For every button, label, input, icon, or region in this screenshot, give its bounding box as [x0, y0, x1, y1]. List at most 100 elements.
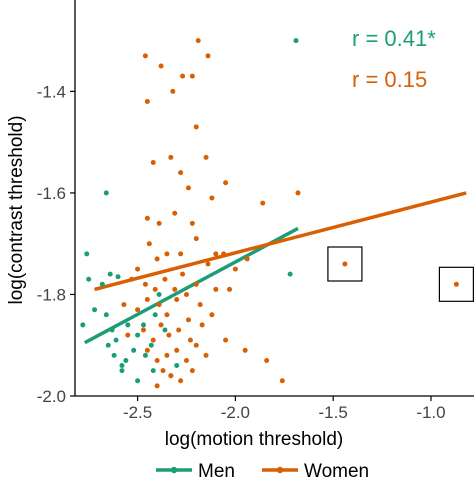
point-women: [178, 378, 184, 384]
point-women: [185, 185, 191, 191]
point-women: [160, 368, 166, 374]
point-women: [156, 220, 162, 226]
point-men: [152, 312, 158, 318]
point-women: [195, 38, 201, 44]
point-men: [150, 368, 156, 374]
point-women: [172, 210, 178, 216]
point-women: [168, 373, 174, 379]
x-tick-label: -1.5: [319, 403, 348, 422]
point-women: [205, 53, 211, 59]
point-men: [107, 271, 113, 277]
point-women: [142, 281, 148, 287]
point-women: [166, 332, 172, 338]
point-men: [125, 322, 131, 328]
point-men: [140, 322, 146, 328]
point-women: [142, 53, 148, 59]
point-women: [125, 332, 131, 338]
x-tick-label: -2.0: [221, 403, 250, 422]
point-men: [103, 190, 109, 196]
point-women: [260, 200, 266, 206]
point-men: [174, 363, 180, 369]
point-women: [174, 297, 180, 303]
point-women: [158, 63, 164, 69]
point-women: [140, 327, 146, 333]
point-men: [135, 332, 141, 338]
x-axis-title: log(motion threshold): [165, 429, 343, 450]
point-men: [115, 274, 121, 280]
point-women: [158, 322, 164, 328]
fit-line-women: [94, 191, 467, 292]
point-women: [187, 337, 193, 343]
point-women: [164, 312, 170, 318]
point-men: [119, 363, 125, 369]
point-men: [103, 312, 109, 318]
legend-item-women: Women: [262, 461, 369, 481]
point-men: [142, 352, 148, 358]
point-women: [189, 368, 195, 374]
point-men: [293, 38, 299, 44]
point-women: [193, 281, 199, 287]
point-women: [146, 241, 152, 247]
point-women: [232, 266, 238, 272]
point-women: [180, 271, 186, 277]
legend: Men Women: [156, 461, 369, 481]
point-women: [453, 281, 459, 287]
point-women: [244, 256, 250, 262]
fit-lines: [83, 191, 467, 345]
point-women: [121, 302, 127, 308]
point-women: [156, 302, 162, 308]
y-axis-title: log(contrast threshold): [6, 115, 27, 304]
point-women: [164, 352, 170, 358]
y-tick-label: -2.0: [37, 387, 66, 406]
point-men: [105, 342, 111, 348]
point-women: [183, 291, 189, 297]
point-men: [287, 271, 293, 277]
point-women: [264, 357, 270, 363]
point-women: [223, 337, 229, 343]
legend-dot-men: [170, 466, 178, 474]
point-women: [213, 286, 219, 292]
point-women: [193, 236, 199, 242]
point-women: [193, 342, 199, 348]
point-women: [176, 327, 182, 333]
r-value-women: r = 0.15: [352, 67, 427, 92]
data-points: [80, 38, 459, 389]
point-women: [185, 317, 191, 323]
point-women: [295, 190, 301, 196]
legend-label-women: Women: [304, 461, 369, 481]
point-men: [84, 251, 90, 257]
point-women: [221, 251, 227, 257]
point-women: [197, 302, 203, 308]
x-tick-label: -1.0: [416, 403, 445, 422]
y-tick-label: -1.8: [37, 285, 66, 304]
point-men: [99, 281, 105, 287]
point-women: [135, 266, 141, 272]
point-women: [213, 251, 219, 257]
point-men: [156, 291, 162, 297]
point-women: [203, 352, 209, 358]
point-women: [150, 337, 156, 343]
point-women: [279, 378, 285, 384]
highlight-box: [438, 266, 474, 302]
point-women: [154, 357, 160, 363]
x-ticks: -2.5 -2.0 -1.5 -1.0: [123, 396, 446, 422]
point-men: [148, 342, 154, 348]
point-women: [189, 73, 195, 79]
point-women: [150, 159, 156, 165]
point-men: [92, 307, 98, 313]
point-women: [189, 220, 195, 226]
point-women: [223, 180, 229, 186]
point-women: [172, 286, 178, 292]
x-tick-label: -2.5: [123, 403, 152, 422]
point-women: [193, 124, 199, 130]
point-men: [109, 327, 115, 333]
axes: [74, 0, 474, 397]
point-women: [183, 357, 189, 363]
point-men: [131, 347, 137, 353]
highlight-boxes: [327, 246, 474, 302]
point-men: [86, 276, 92, 282]
point-women: [162, 276, 168, 282]
point-women: [144, 99, 150, 105]
point-men: [119, 368, 125, 374]
